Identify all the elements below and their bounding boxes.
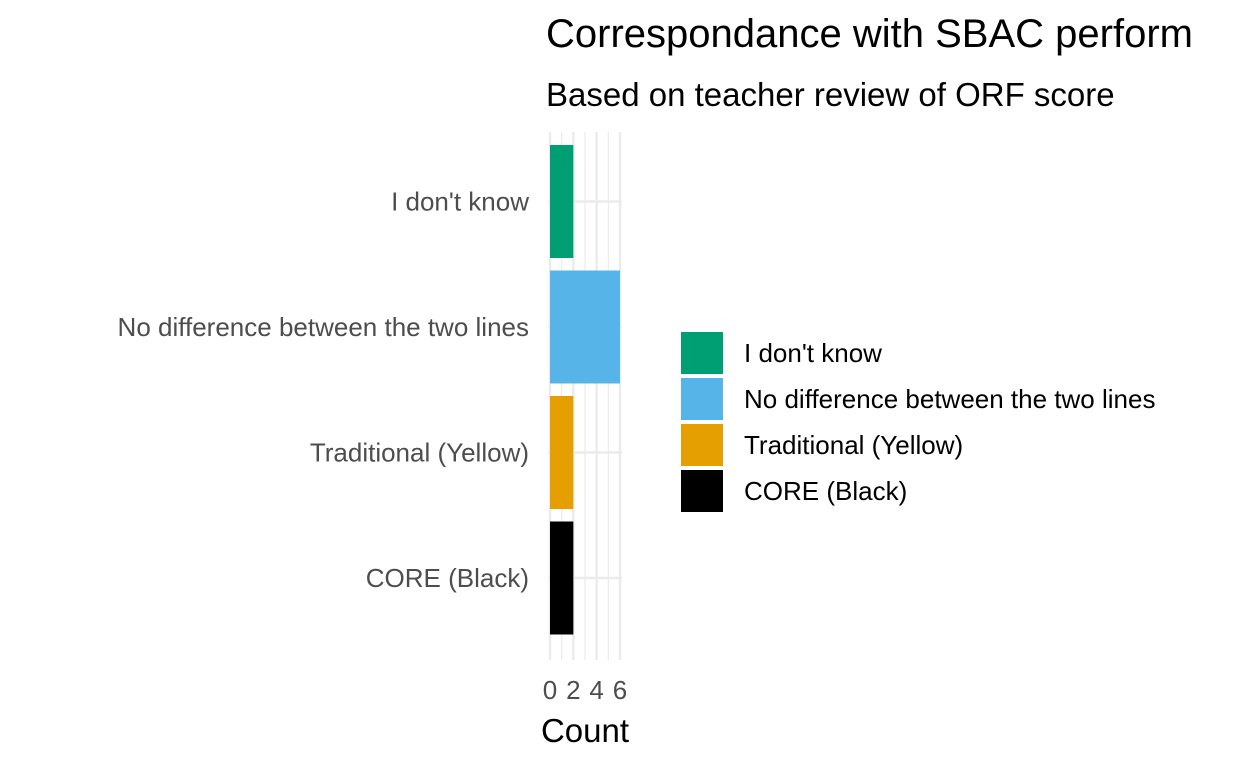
y-tick-label: CORE (Black) [366, 563, 529, 593]
bar [550, 396, 574, 509]
legend-label: Traditional (Yellow) [744, 430, 963, 460]
legend-key [681, 378, 723, 420]
legend-label: CORE (Black) [744, 476, 907, 506]
legend-key [681, 424, 723, 466]
chart-title: Correspondance with SBAC perform [546, 12, 1193, 56]
x-tick-label: 6 [613, 675, 627, 705]
x-axis-title: Count [541, 712, 629, 749]
y-tick-label: I don't know [391, 187, 529, 217]
bar [550, 521, 574, 635]
chart-subtitle: Based on teacher review of ORF score [546, 76, 1115, 113]
bar [550, 270, 620, 384]
y-tick-label: No difference between the two lines [118, 312, 529, 342]
legend-key [681, 470, 723, 512]
x-tick-label: 0 [543, 675, 557, 705]
x-tick-label: 2 [566, 675, 580, 705]
bar [550, 145, 574, 258]
legend-key [681, 332, 723, 374]
legend-label: No difference between the two lines [744, 384, 1155, 414]
legend-label: I don't know [744, 338, 882, 368]
x-tick-label: 4 [589, 675, 603, 705]
y-tick-label: Traditional (Yellow) [310, 438, 529, 468]
